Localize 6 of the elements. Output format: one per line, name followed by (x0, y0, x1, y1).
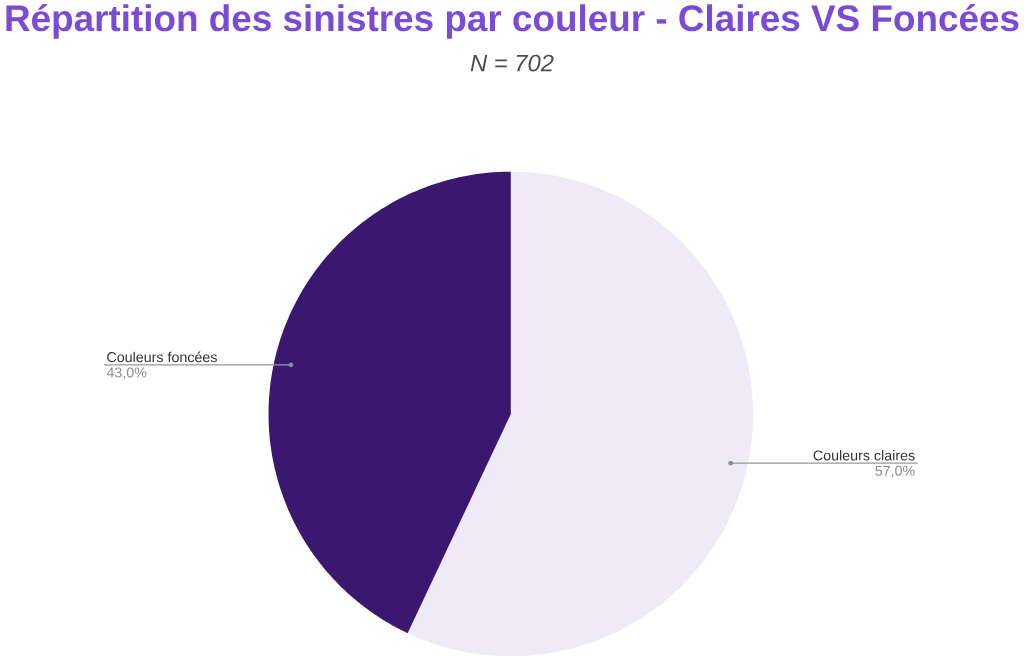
data-label: 57,0% (875, 465, 915, 478)
data-label: 43,0% (106, 367, 147, 380)
chart-subtitle: N = 702 (470, 54, 554, 72)
slice-label: Couleurs claires (813, 449, 915, 461)
chart-title: Répartition des sinistres par couleur - Claires VS Foncées (6, 3, 1019, 39)
slice-label: Couleurs foncées (107, 351, 217, 363)
